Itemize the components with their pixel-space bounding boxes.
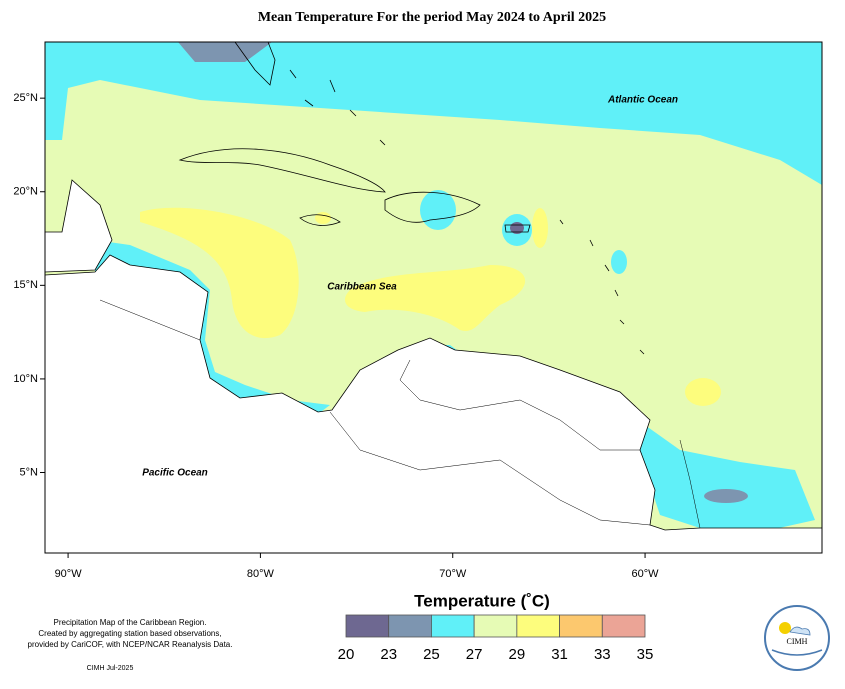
title: Mean Temperature For the period May 2024… [258,10,606,25]
x-tick-label: 60°W [632,568,660,580]
y-tick-label: 5°N [20,466,39,478]
legend-swatch [431,614,475,638]
note-line: Precipitation Map of the Caribbean Regio… [54,618,207,627]
legend-tick-label: 29 [509,646,526,663]
land [44,254,823,554]
place-label: Caribbean Sea [327,282,397,293]
coastline [178,148,386,193]
temp-region [45,42,822,185]
logo-sun [779,622,791,634]
logo-ring [764,605,830,671]
logo-cloud [789,626,811,636]
border [99,299,201,341]
border [329,411,651,526]
coastline [234,41,645,355]
logo: CIMH [764,605,830,671]
temp-region [315,212,331,224]
place-label: Pacific Ocean [142,468,208,479]
y-tick-label: 25°N [13,92,38,104]
y-tick-label: 15°N [13,279,38,291]
coastline [299,191,531,233]
legend-tick-label: 27 [466,646,483,663]
logo-wave [771,649,823,656]
legend-tick-label: 33 [594,646,611,663]
temp-region [140,207,299,339]
legend-tick-label: 23 [380,646,397,663]
credit: CIMH Jul-2025 [87,665,134,672]
legend-swatch [388,614,432,638]
border [399,359,640,451]
notes: Precipitation Map of the Caribbean Regio… [28,618,233,672]
legend-swatch [345,614,390,638]
logo-text: CIMH [787,637,808,646]
place-label: Atlantic Ocean [607,95,678,106]
map-frame [44,41,823,554]
legend-tick-label: 25 [423,646,440,663]
legend-swatch [473,614,518,638]
note-line: provided by CariCOF, with NCEP/NCAR Rean… [28,640,233,649]
legend-swatch [601,614,646,638]
x-tick-label: 90°W [55,568,83,580]
legend-tick-label: 31 [551,646,568,663]
temp-region [611,250,627,274]
temp-region [532,208,548,248]
temp-region [178,42,272,62]
x-tick-label: 80°W [247,568,275,580]
legend-tick-label: 20 [338,646,355,663]
x-tick-label: 70°W [439,568,467,580]
legend-title: Temperature (˚C) [414,591,550,610]
y-tick-label: 10°N [13,373,38,385]
note-line: Created by aggregating station based obs… [38,629,221,638]
y-tick-label: 20°N [13,186,38,198]
temp-region [704,489,748,503]
temp-region [625,418,815,530]
land [44,179,113,273]
legend-swatch [516,614,560,638]
map: Atlantic Ocean Caribbean Sea Pacific Oce… [44,41,823,554]
legend-swatch [559,614,603,638]
temp-region [420,190,456,230]
legend-tick-label: 35 [637,646,654,663]
temp-region [345,265,526,331]
temp-region [685,378,721,406]
border [679,439,701,529]
